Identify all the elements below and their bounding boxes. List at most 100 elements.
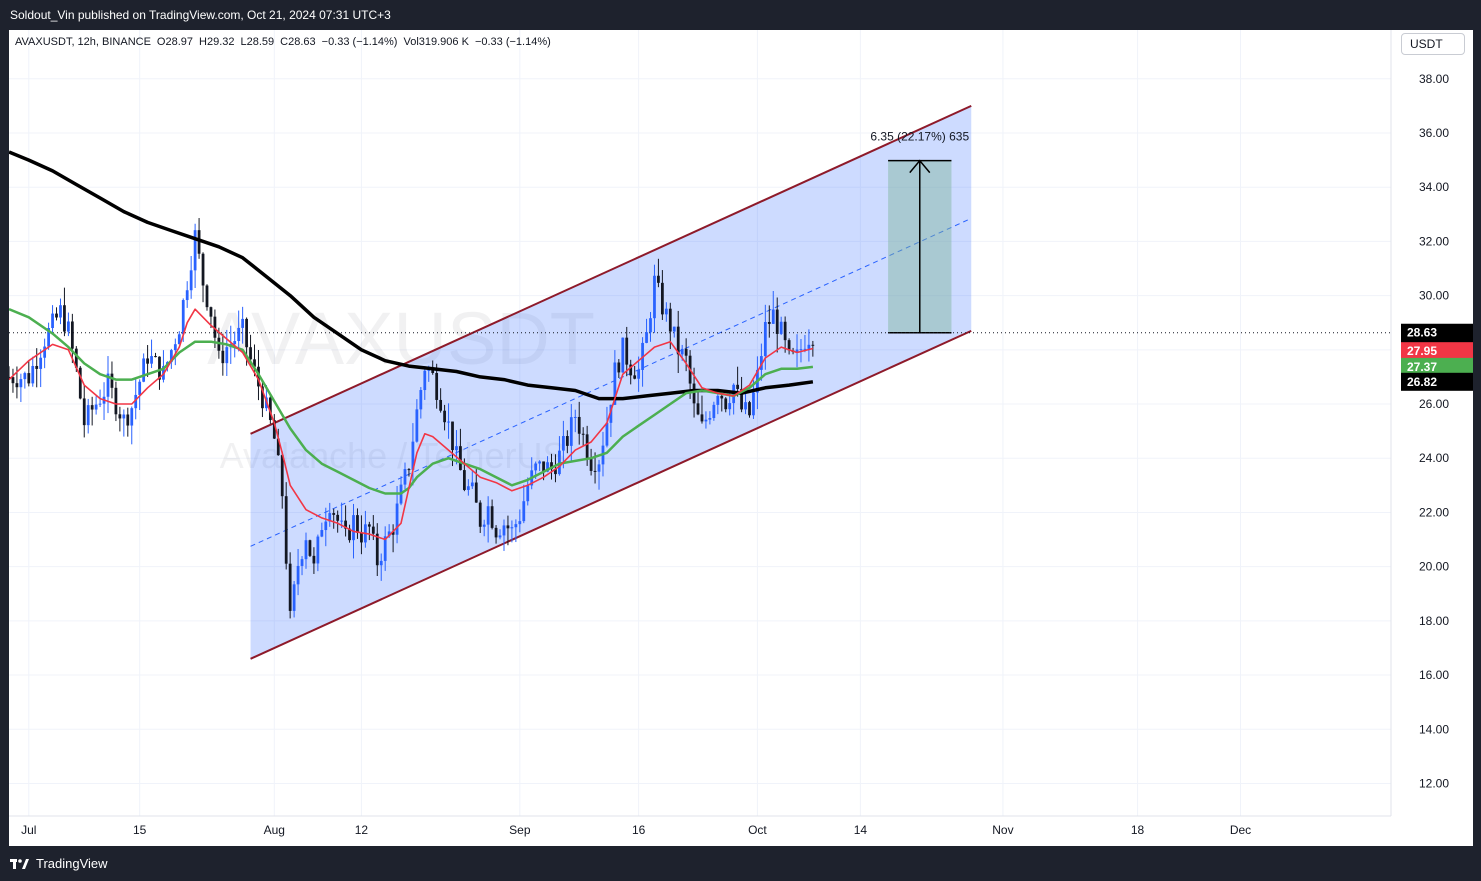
candle-body (35, 365, 39, 369)
candle-body (316, 536, 320, 564)
time-tick-label: 16 (632, 823, 646, 837)
candle-body (787, 340, 791, 351)
candle-body (169, 350, 173, 363)
candle-body (478, 502, 482, 527)
candle-body (304, 540, 308, 560)
candle-down (633, 365, 637, 380)
candle-body (593, 470, 597, 472)
candle-down (360, 515, 363, 555)
candle-down (439, 388, 443, 413)
candle-up (573, 409, 577, 433)
candle-down (478, 500, 482, 533)
candle-up (340, 502, 344, 529)
price-label-box (1401, 342, 1473, 361)
candle-body (106, 373, 110, 397)
candle-up (189, 255, 193, 299)
chart-panel[interactable]: AVAXUSDT Avalanche / TetherUS 6.35 (22.17%… (9, 30, 1473, 846)
candle-up (526, 477, 530, 506)
candle-body (9, 376, 11, 378)
candle-body (177, 334, 181, 345)
candle-up (759, 343, 763, 381)
candle-up (43, 338, 47, 369)
candle-down (494, 525, 498, 544)
candle-body (526, 485, 530, 502)
candle-down (110, 361, 114, 399)
candle-body (189, 270, 193, 291)
candle-body (39, 357, 43, 369)
legend-symbol[interactable]: AVAXUSDT, 12h, BINANCE (15, 36, 151, 48)
candle-body (367, 524, 371, 527)
candle-down (276, 428, 280, 456)
candle-up (514, 519, 518, 543)
candle-body (621, 337, 625, 373)
candle-body (470, 482, 474, 487)
candle-body (237, 327, 241, 342)
candle-down (356, 508, 359, 539)
candle-body (645, 332, 648, 343)
candle-body (474, 482, 478, 503)
candle-down (118, 406, 122, 432)
candle-down (272, 414, 276, 439)
candle-body (403, 469, 407, 485)
candle-body (542, 461, 545, 472)
candle-body (550, 462, 553, 470)
candle-up (23, 371, 27, 389)
candle-body (209, 307, 213, 317)
candle-body (565, 436, 569, 446)
candle-up (795, 334, 799, 368)
candle-up (86, 398, 90, 434)
candle-body (514, 524, 518, 528)
candle-body (67, 321, 70, 332)
candle-down (783, 316, 787, 353)
candle-body (27, 373, 31, 384)
candle-body (332, 513, 336, 515)
candle-down (629, 359, 633, 385)
candle-up (94, 396, 98, 415)
candle-down (617, 359, 621, 379)
candle-body (292, 584, 296, 611)
candle-body (150, 356, 153, 364)
legend-volume-change: −0.33 (−1.14%) (474, 36, 551, 48)
currency-button[interactable]: USDT (1401, 33, 1465, 55)
tradingview-logo-icon[interactable] (10, 857, 30, 871)
price-tick-label: 30.00 (1419, 289, 1449, 303)
candle-body (280, 455, 284, 497)
candle-up (419, 387, 423, 419)
candle-body (395, 503, 399, 535)
legend-high: H29.32 (199, 36, 235, 48)
candle-body (775, 309, 779, 334)
time-tick-label: Aug (264, 823, 285, 837)
candle-down (589, 448, 593, 476)
candle-up (803, 334, 807, 353)
candle-up (324, 507, 328, 547)
candle-up (39, 349, 43, 388)
candles (9, 218, 815, 619)
candle-up (241, 306, 245, 344)
candle-body (427, 369, 431, 371)
candle-down (114, 381, 118, 422)
candle-body (771, 309, 775, 324)
candle-up (645, 318, 648, 344)
candle-down (720, 393, 724, 412)
candle-up (447, 403, 450, 439)
candle-body (154, 356, 157, 358)
candle-body (411, 441, 415, 470)
candle-body (708, 418, 712, 420)
candle-down (288, 552, 292, 619)
candle-up (383, 526, 387, 571)
candle-body (300, 559, 304, 566)
candle-body (407, 469, 411, 471)
candle-body (348, 528, 351, 541)
price-tick-label: 12.00 (1419, 776, 1449, 790)
candle-down (700, 395, 704, 424)
candle-body (625, 337, 629, 365)
candle-up (522, 484, 526, 524)
candle-down (490, 499, 494, 530)
candle-down (506, 515, 510, 546)
candle-body (799, 349, 803, 351)
candle-body (720, 395, 724, 399)
footer-brand[interactable]: TradingView (36, 856, 108, 871)
candle-body (110, 373, 114, 388)
candle-up (486, 496, 490, 543)
